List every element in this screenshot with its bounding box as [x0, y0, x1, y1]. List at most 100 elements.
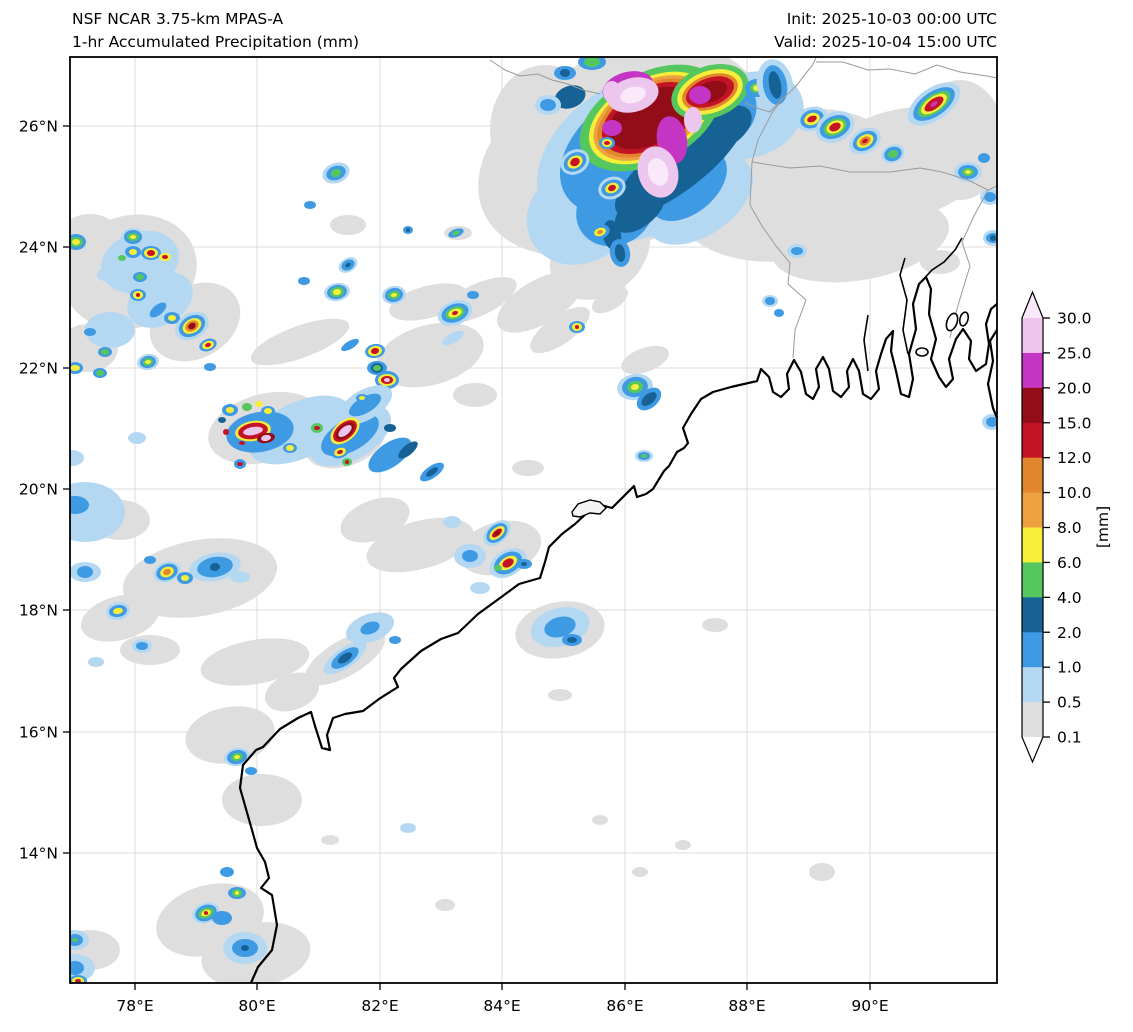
precip-blob: [136, 293, 140, 297]
precip-blob: [620, 86, 646, 104]
precip-blob: [234, 754, 240, 760]
precip-blob: [368, 437, 412, 473]
precip-blob: [829, 122, 841, 132]
river-channel: [863, 314, 869, 372]
precip-blob: [373, 365, 381, 371]
precip-blob: [242, 403, 252, 411]
x-tick-label: 86°E: [606, 997, 643, 1015]
colorbar-tick-label: 8.0: [1057, 519, 1082, 537]
precip-blob: [250, 318, 350, 366]
precip-blob: [389, 636, 401, 644]
precip-blob: [978, 153, 990, 163]
precip-blob: [118, 255, 126, 261]
precip-blob: [614, 187, 666, 233]
precip-blob: [689, 86, 711, 104]
precip-blob: [765, 297, 775, 305]
axis-ticks: 78°E 80°E 82°E 84°E 86°E 88°E 90°E 26°N 24°N 22°N…: [19, 118, 889, 1016]
precip-blob: [70, 450, 84, 466]
precip-blob: [185, 706, 275, 764]
precip-blob: [331, 168, 341, 178]
precip-blob: [345, 460, 349, 464]
precip-blob: [470, 582, 490, 594]
precip-blob: [136, 274, 144, 280]
precip-blob: [647, 158, 669, 186]
precip-blob: [641, 392, 657, 406]
colorbar-over-arrow: [1022, 292, 1043, 318]
colorbar-tick-label: 10.0: [1057, 484, 1092, 502]
precip-blob: [70, 482, 125, 542]
precip-blob: [237, 462, 243, 466]
precip-blob: [603, 81, 621, 103]
precip-blob: [391, 292, 397, 298]
colorbar-tick-label: 2.0: [1057, 624, 1082, 642]
precip-blob: [235, 891, 239, 895]
valid-time: Valid: 2025-10-04 15:00 UTC: [774, 33, 997, 51]
precip-blob: [494, 530, 500, 536]
precip-blob: [96, 370, 104, 376]
river-channel: [899, 257, 909, 355]
coastline: [238, 237, 997, 983]
precip-blob: [239, 441, 245, 445]
colorbar-tick-label: 15.0: [1057, 414, 1092, 432]
precip-blob: [218, 417, 226, 423]
y-tick-label: 22°N: [19, 360, 58, 378]
precip-blob: [512, 460, 544, 476]
y-tick-label: 24°N: [19, 239, 58, 257]
colorbar-segment: [1022, 667, 1043, 703]
colorbar-tick-label: 0.5: [1057, 694, 1082, 712]
precip-blob: [768, 71, 782, 99]
precip-blob: [371, 347, 379, 355]
delta-island: [945, 312, 959, 332]
precip-blob: [286, 445, 294, 451]
precip-blob: [243, 426, 263, 436]
precip-blob: [400, 823, 416, 833]
y-tick-label: 26°N: [19, 118, 58, 136]
precip-blob: [70, 961, 84, 975]
precip-blob: [554, 85, 586, 109]
precip-blob: [210, 562, 220, 572]
precip-blob: [986, 417, 997, 427]
precip-blob: [255, 401, 263, 407]
plot-title: NSF NCAR 3.75-km MPAS-A 1-hr Accumulated …: [72, 8, 359, 54]
precip-blob: [130, 235, 136, 239]
precip-blob: [632, 867, 648, 877]
precip-blob: [497, 271, 583, 333]
precip-blob: [298, 277, 310, 285]
colorbar-tick-label: 6.0: [1057, 554, 1082, 572]
precip-blob: [631, 383, 639, 391]
precip-blob: [321, 835, 339, 845]
precip-blob: [85, 312, 135, 348]
river-channel: [918, 237, 963, 285]
precip-blob: [384, 378, 390, 382]
colorbar-tick-label: 4.0: [1057, 589, 1082, 607]
colorbar-segment: [1022, 352, 1043, 389]
precip-blob: [366, 517, 474, 573]
precip-blob: [348, 393, 382, 417]
precip-blob: [101, 349, 109, 355]
precip-blob: [862, 138, 868, 144]
precip-blob: [226, 407, 234, 413]
precip-blob: [965, 170, 971, 174]
precip-blob: [304, 201, 316, 209]
precip-blob: [888, 149, 898, 159]
chilika-lagoon: [571, 499, 607, 518]
precip-blob: [621, 345, 669, 375]
precip-blob: [675, 840, 691, 850]
precip-blob: [591, 286, 629, 314]
precip-blob: [330, 215, 366, 235]
precip-blob: [398, 441, 418, 459]
precip-blob: [345, 262, 351, 268]
colorbar-segment: [1022, 318, 1043, 354]
colorbar-segment: [1022, 597, 1043, 633]
colorbar-tick-label: 20.0: [1057, 379, 1092, 397]
precip-blob: [442, 330, 464, 346]
x-tick-label: 90°E: [851, 997, 888, 1015]
precip-blob: [129, 249, 137, 255]
y-tick-label: 20°N: [19, 481, 58, 499]
precip-blob: [774, 309, 784, 317]
precip-blob: [570, 157, 580, 167]
precip-blob: [360, 621, 380, 635]
precip-blob: [128, 432, 146, 444]
plot-frame: [69, 56, 998, 984]
